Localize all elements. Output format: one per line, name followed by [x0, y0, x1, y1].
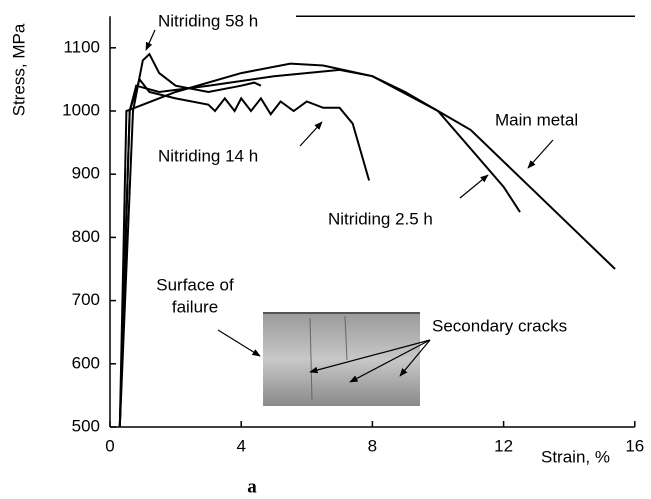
y-tick-label: 700 — [72, 290, 100, 309]
x-tick-label: 12 — [494, 436, 513, 455]
annotation: Surface of — [156, 275, 234, 294]
y-tick-label: 1000 — [62, 100, 100, 119]
y-tick-label: 900 — [72, 164, 100, 183]
series-label: Nitriding 58 h — [158, 11, 258, 30]
x-tick-label: 4 — [236, 436, 245, 455]
x-tick-label: 16 — [625, 436, 644, 455]
series-line — [118, 52, 262, 428]
series-label: Nitriding 14 h — [158, 146, 258, 165]
x-axis-label: Strain, % — [541, 447, 610, 466]
y-axis-label: Stress, MPa — [9, 23, 28, 116]
y-tick-label: 800 — [72, 227, 100, 246]
annotation: failure — [172, 297, 218, 316]
series-label: Nitriding 2.5 h — [328, 209, 433, 228]
series-line — [118, 62, 616, 428]
y-tick-label: 1100 — [63, 37, 100, 56]
x-tick-label: 8 — [368, 436, 377, 455]
series-label: Main metal — [495, 110, 578, 129]
label-background — [156, 10, 261, 32]
x-tick-label: 0 — [105, 436, 114, 455]
inset-photo — [263, 312, 420, 406]
y-tick-label: 600 — [72, 353, 100, 372]
y-tick-label: 500 — [72, 416, 100, 435]
annotation: Secondary cracks — [432, 316, 567, 335]
arrows — [145, 29, 554, 383]
caption: a — [247, 476, 257, 497]
series-line — [118, 77, 371, 428]
